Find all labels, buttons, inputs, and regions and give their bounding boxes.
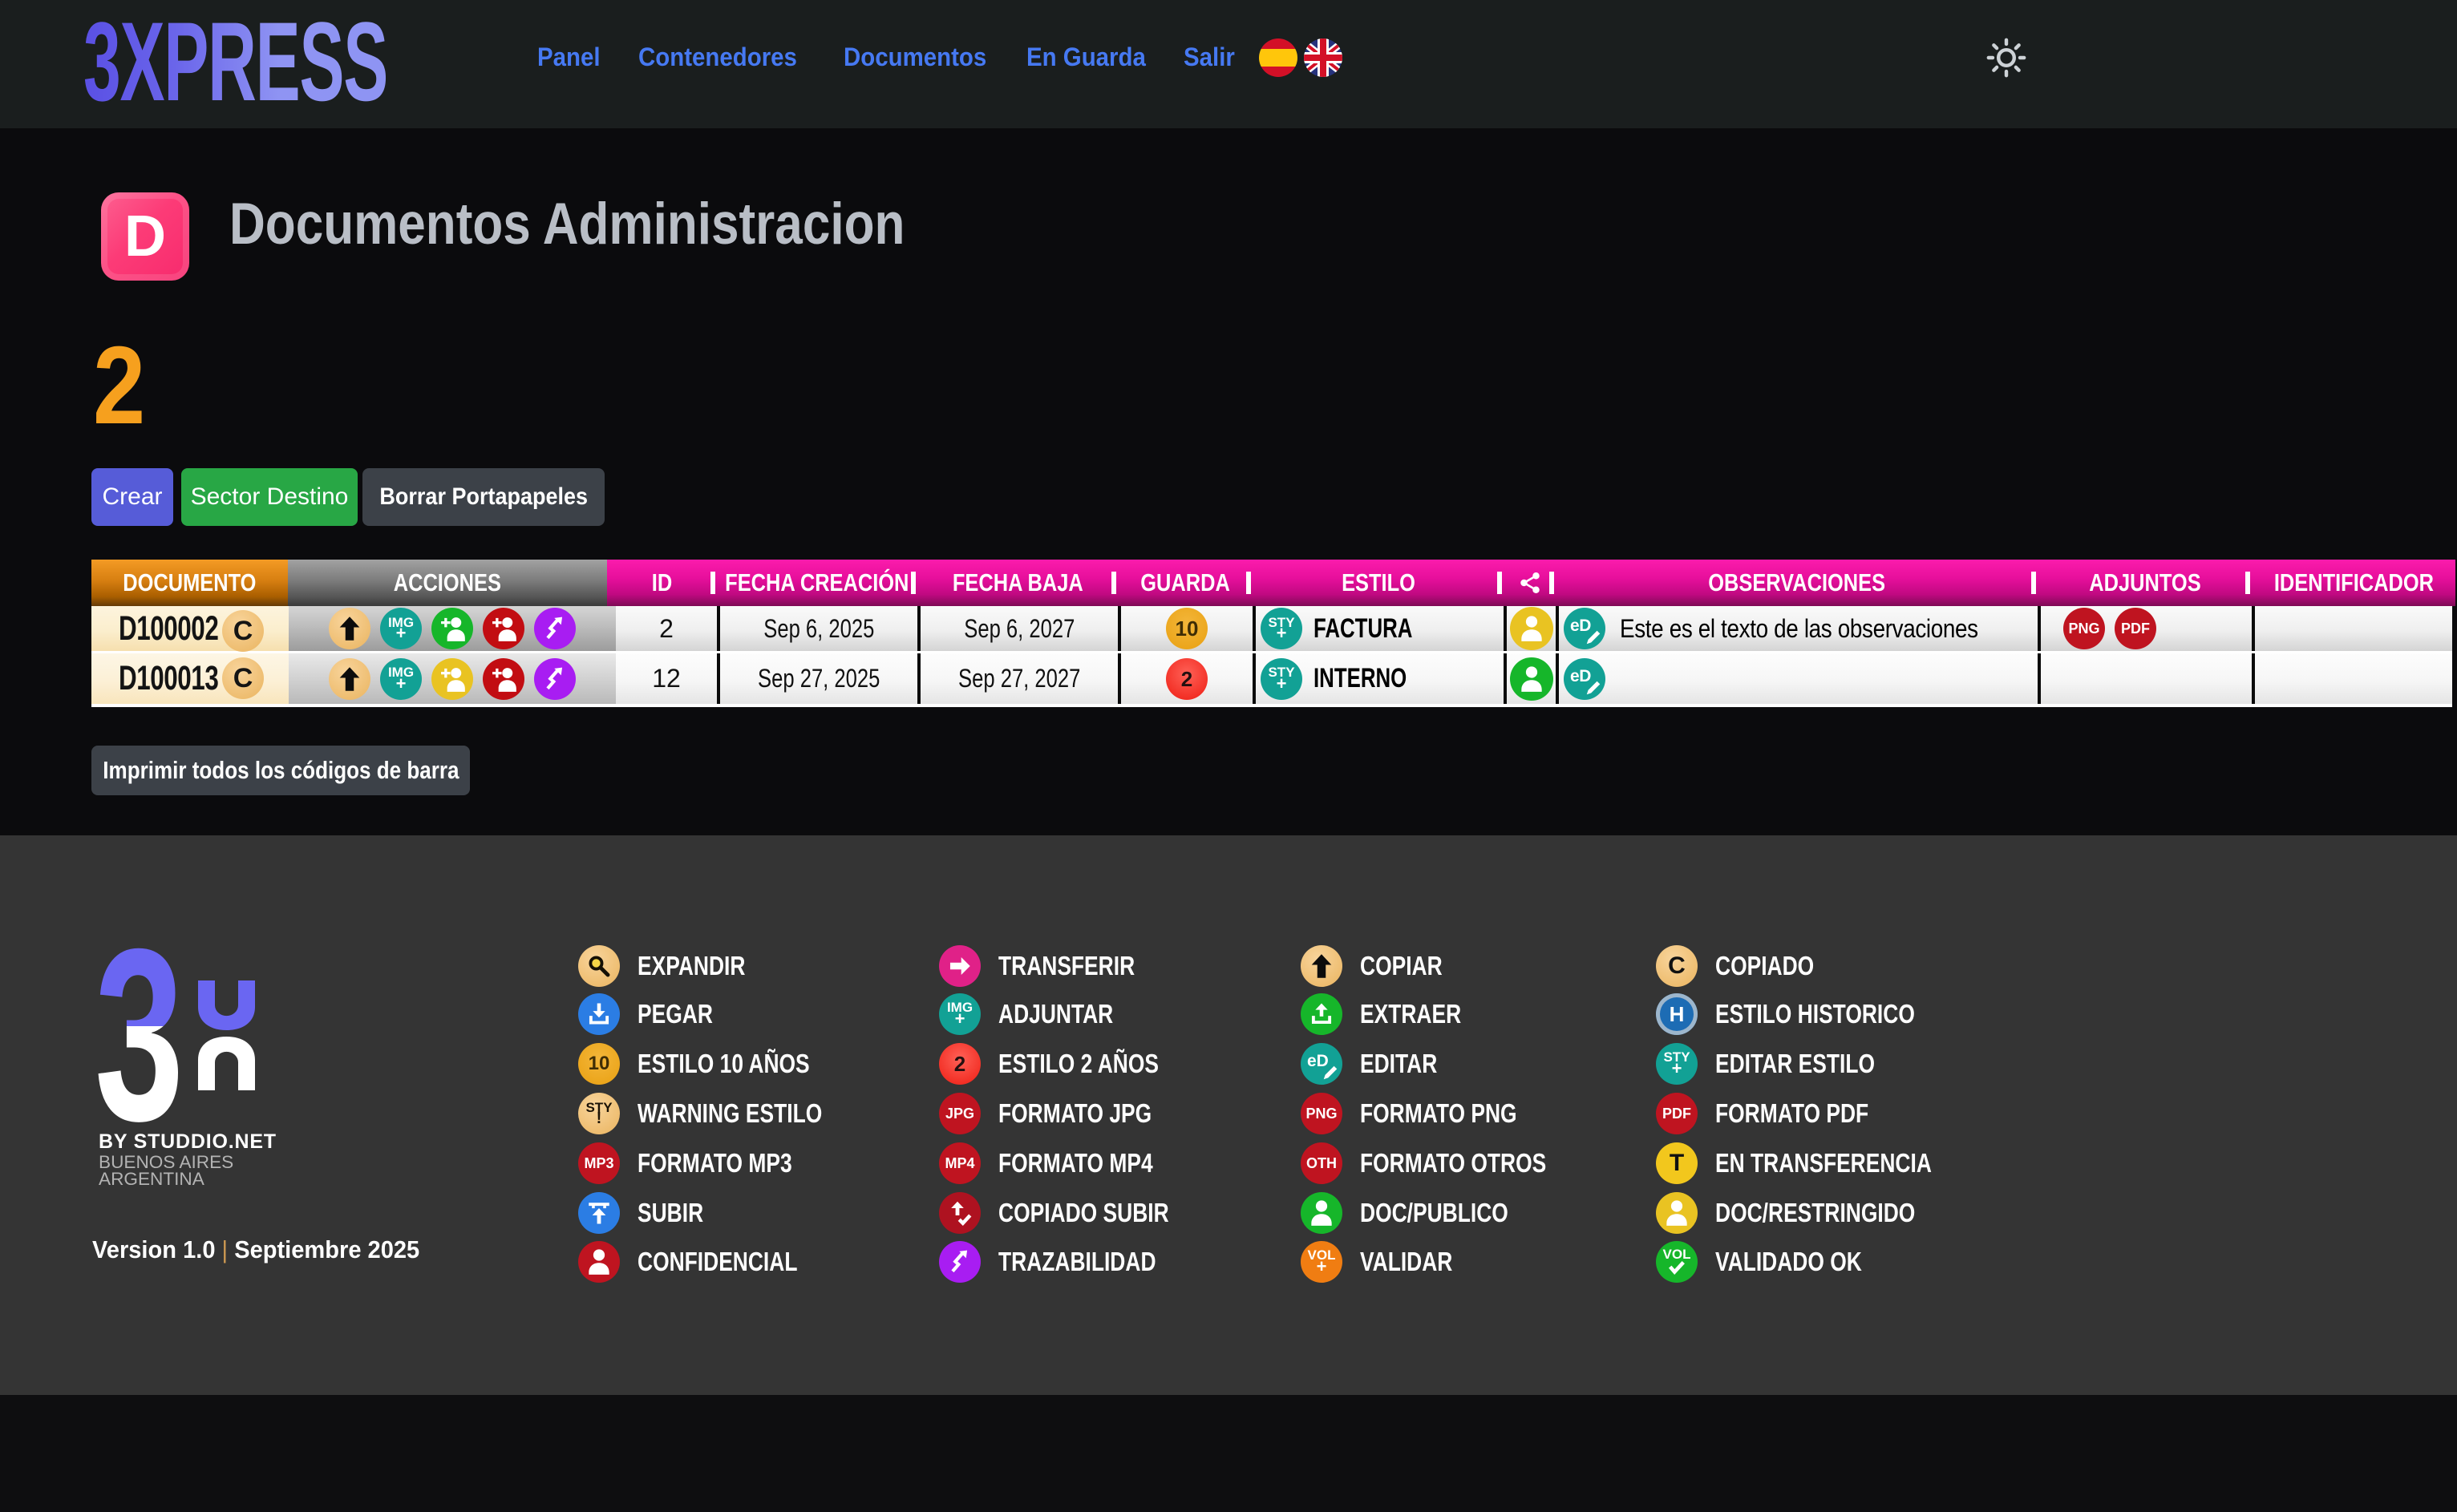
svg-text:3: 3 — [95, 935, 184, 1135]
